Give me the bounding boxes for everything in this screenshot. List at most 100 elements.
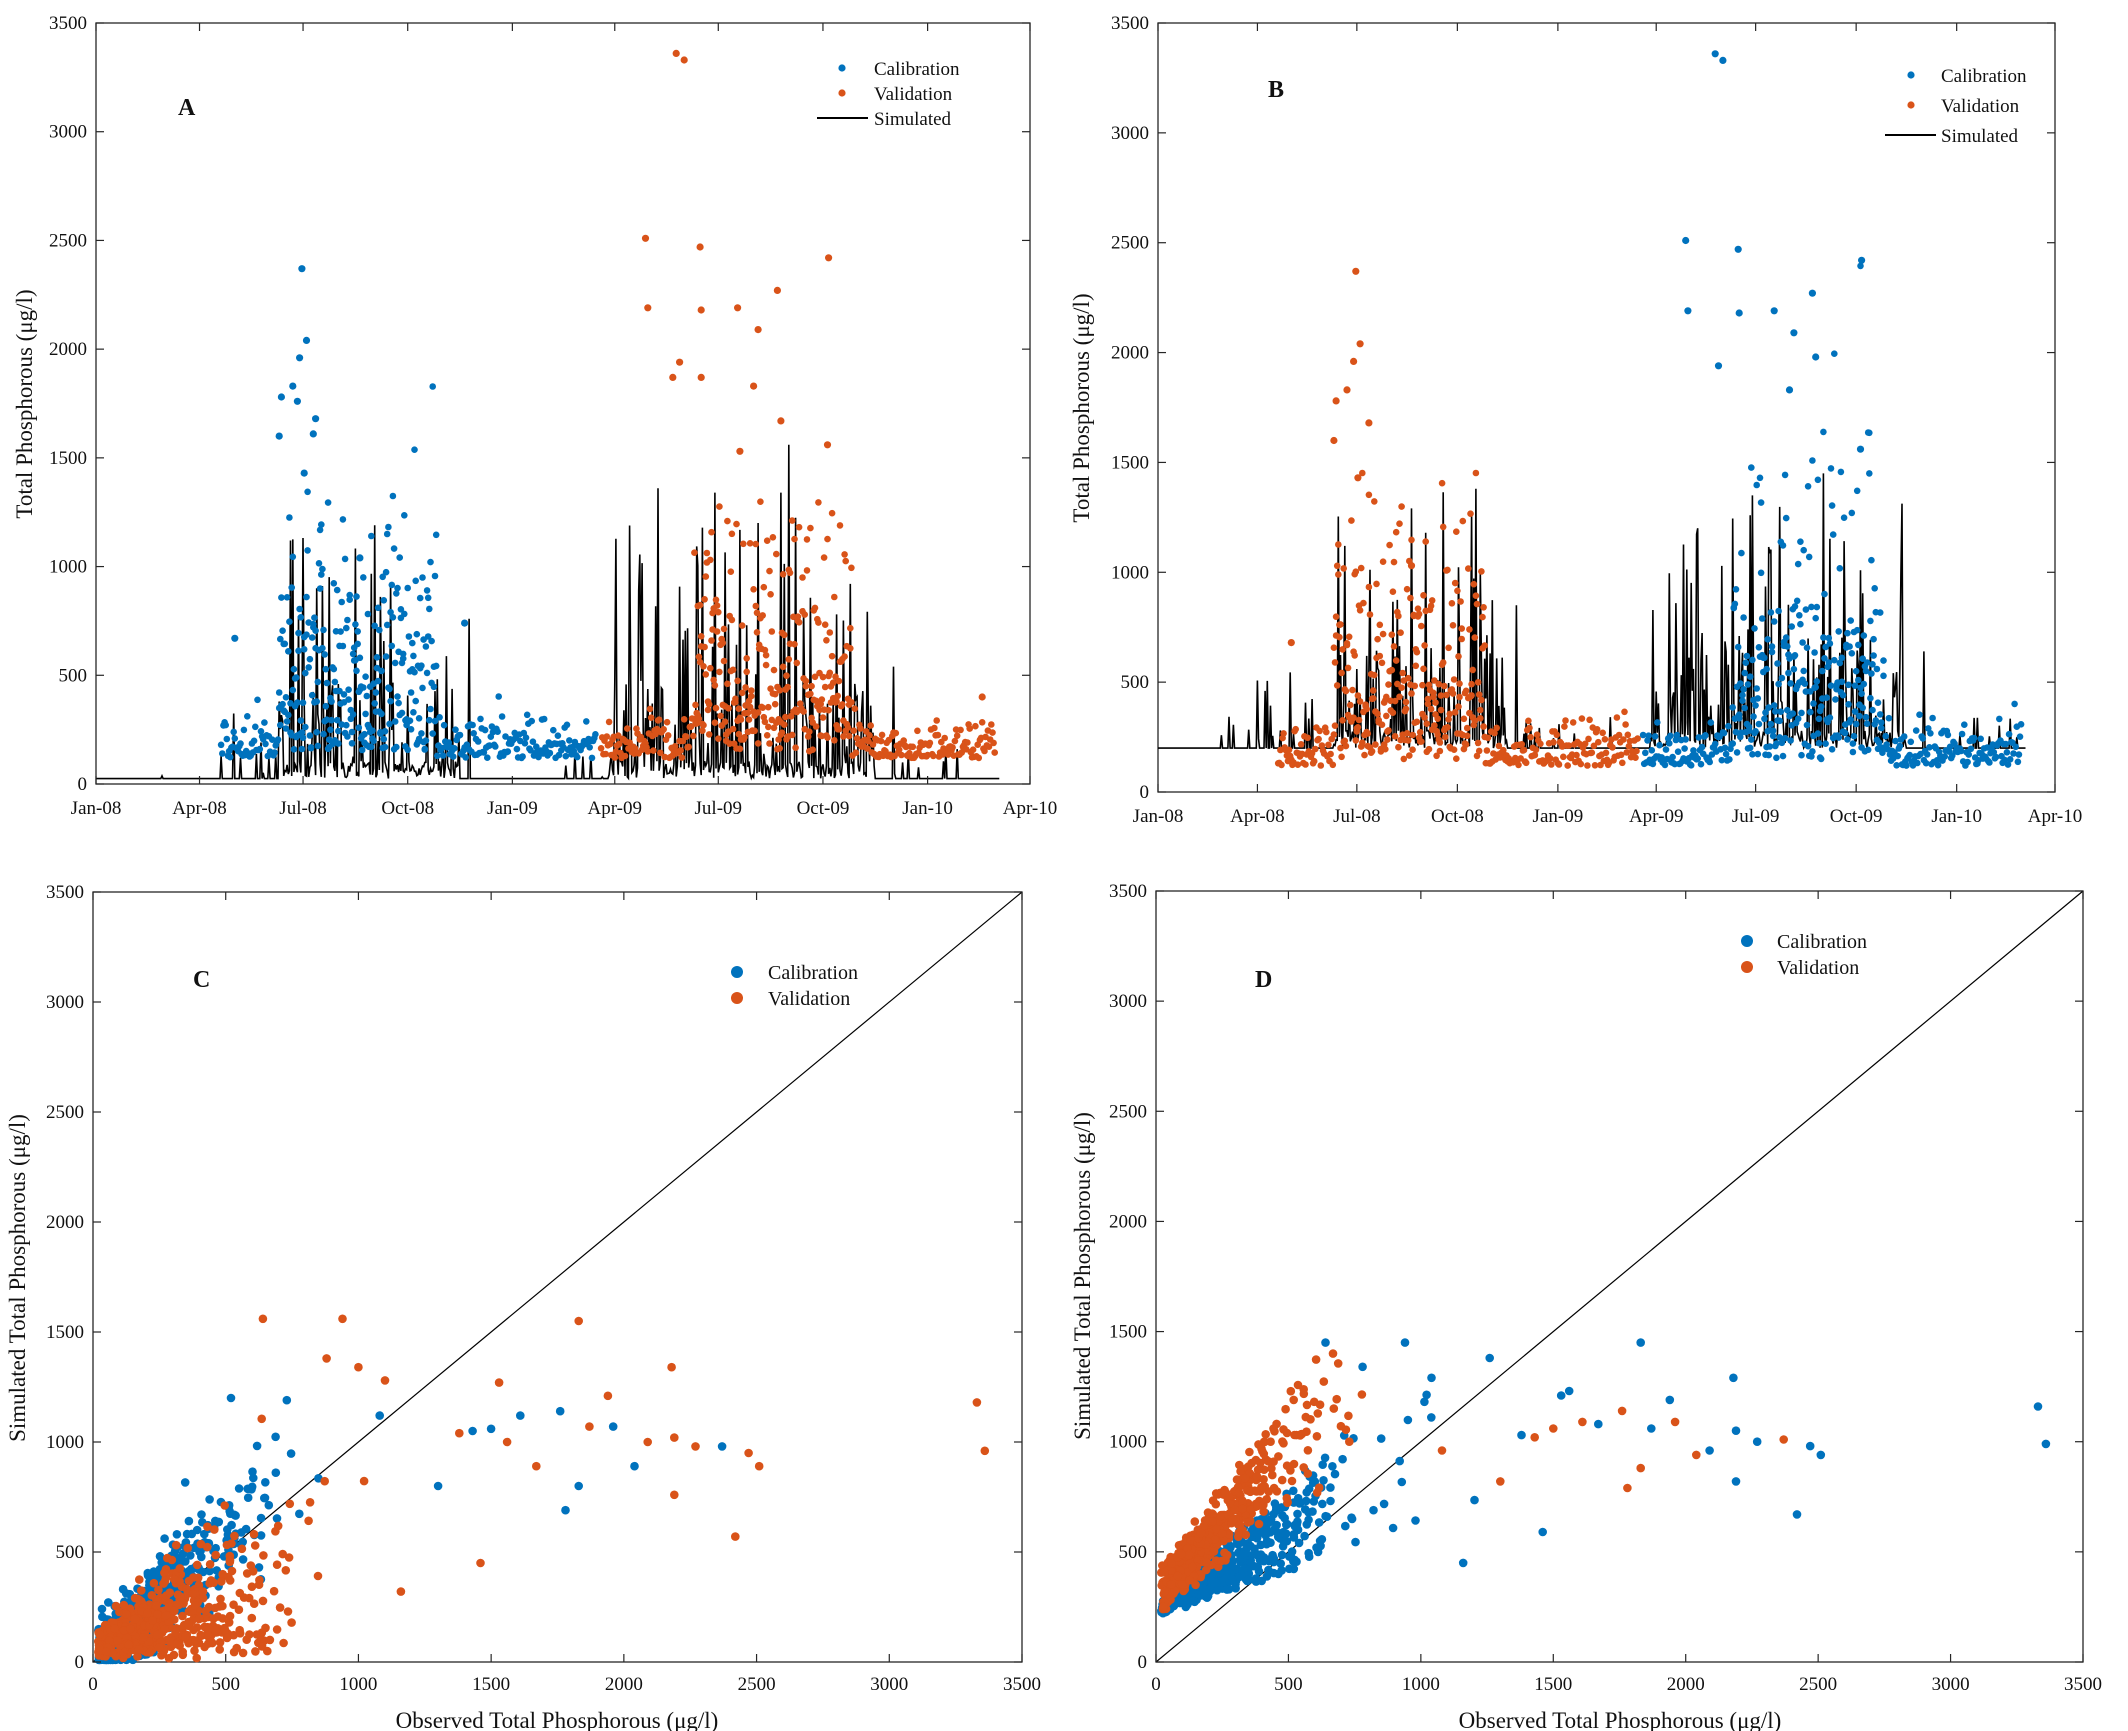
observation-point — [1735, 715, 1743, 722]
observation-point — [733, 520, 740, 528]
observation-point — [1392, 657, 1400, 664]
observation-point — [354, 640, 362, 648]
scatter-point — [1530, 1433, 1539, 1442]
observation-point — [316, 585, 324, 592]
observation-point — [1621, 708, 1628, 716]
x-tick-label: Jan-10 — [1931, 806, 1982, 827]
observation-point — [356, 654, 364, 662]
scatter-point — [1300, 1531, 1309, 1541]
observation-point — [369, 727, 376, 734]
observation-point — [423, 669, 431, 677]
simulated-series-line — [96, 444, 1000, 781]
observation-point — [1491, 729, 1498, 737]
observation-point — [592, 731, 599, 738]
observation-point — [1463, 732, 1471, 740]
observation-point — [1828, 502, 1836, 509]
observation-point — [1755, 644, 1763, 651]
observation-point — [768, 628, 776, 635]
observation-point — [1763, 665, 1770, 673]
scatter-point — [1805, 1441, 1815, 1451]
scatter-point — [1253, 1501, 1262, 1511]
scatter-point — [178, 1611, 187, 1621]
observation-point — [432, 531, 440, 539]
observation-point — [1839, 691, 1847, 699]
x-tick-label: Jul-08 — [1333, 806, 1381, 827]
observation-point — [1373, 580, 1380, 588]
observation-point — [702, 573, 710, 580]
observation-point — [754, 326, 762, 334]
scatter-point — [247, 1582, 257, 1591]
observation-point — [1458, 625, 1465, 632]
observation-point — [707, 556, 714, 564]
y-tick-label: 3500 — [46, 882, 84, 903]
observation-point — [697, 633, 705, 640]
observation-point — [409, 639, 416, 647]
scatter-point — [165, 1636, 174, 1646]
observation-point — [1602, 749, 1610, 757]
observation-point — [1471, 634, 1479, 641]
observation-point — [1342, 687, 1350, 695]
observation-point — [1325, 741, 1332, 749]
scatter-point — [1290, 1430, 1299, 1440]
observation-point — [989, 729, 996, 736]
scatter-point — [1268, 1470, 1277, 1480]
observation-point — [495, 693, 503, 700]
scatter-point — [159, 1579, 168, 1588]
observation-point — [1329, 761, 1337, 769]
observation-point — [696, 243, 704, 251]
observation-point — [336, 687, 343, 695]
observation-point — [274, 736, 282, 743]
observation-point — [428, 637, 435, 645]
observation-point — [941, 734, 948, 742]
scatter-point — [110, 1624, 120, 1633]
observation-point — [815, 619, 822, 626]
observation-point — [292, 674, 300, 681]
observation-point — [308, 634, 316, 641]
observation-point — [1484, 734, 1492, 742]
observation-point — [418, 730, 425, 737]
observation-point — [1421, 642, 1428, 649]
observation-point — [1526, 724, 1533, 732]
observation-point — [821, 621, 829, 628]
observation-point — [529, 738, 537, 745]
observation-point — [786, 569, 794, 577]
scatter-point — [1403, 1415, 1413, 1425]
scatter-point — [1276, 1559, 1285, 1568]
observation-point — [1835, 734, 1842, 741]
scatter-point — [1336, 1421, 1346, 1431]
observation-point — [1379, 630, 1387, 638]
observation-point — [540, 715, 548, 723]
scatter-point — [154, 1643, 164, 1652]
observation-point — [724, 517, 731, 525]
observation-point — [1432, 699, 1439, 706]
x-tick-label: 3000 — [870, 1674, 908, 1695]
observation-point — [429, 730, 437, 737]
observation-point — [1479, 613, 1486, 621]
observation-point — [1590, 742, 1598, 750]
scatter-point — [1269, 1424, 1278, 1433]
observation-point — [315, 560, 323, 567]
observation-point — [1798, 709, 1805, 717]
observation-point — [406, 717, 414, 724]
scatter-point — [183, 1543, 192, 1553]
scatter-point — [130, 1614, 140, 1624]
y-tick-label: 500 — [59, 665, 88, 686]
observation-point — [262, 740, 269, 748]
observation-point — [1347, 701, 1354, 709]
observation-point — [1376, 652, 1384, 660]
scatter-point — [163, 1553, 172, 1563]
observation-point — [811, 673, 819, 681]
observation-point — [680, 56, 688, 64]
scatter-point — [148, 1616, 157, 1625]
observation-point — [729, 666, 737, 674]
scatter-point — [1310, 1477, 1320, 1486]
scatter-point — [215, 1645, 224, 1654]
observation-point — [1906, 751, 1913, 759]
scatter-point — [203, 1522, 212, 1531]
observation-point — [631, 745, 639, 752]
observation-point — [389, 492, 397, 500]
observation-point — [933, 717, 940, 724]
observation-point — [1315, 735, 1322, 743]
observation-point — [231, 634, 239, 642]
observation-point — [319, 565, 326, 573]
